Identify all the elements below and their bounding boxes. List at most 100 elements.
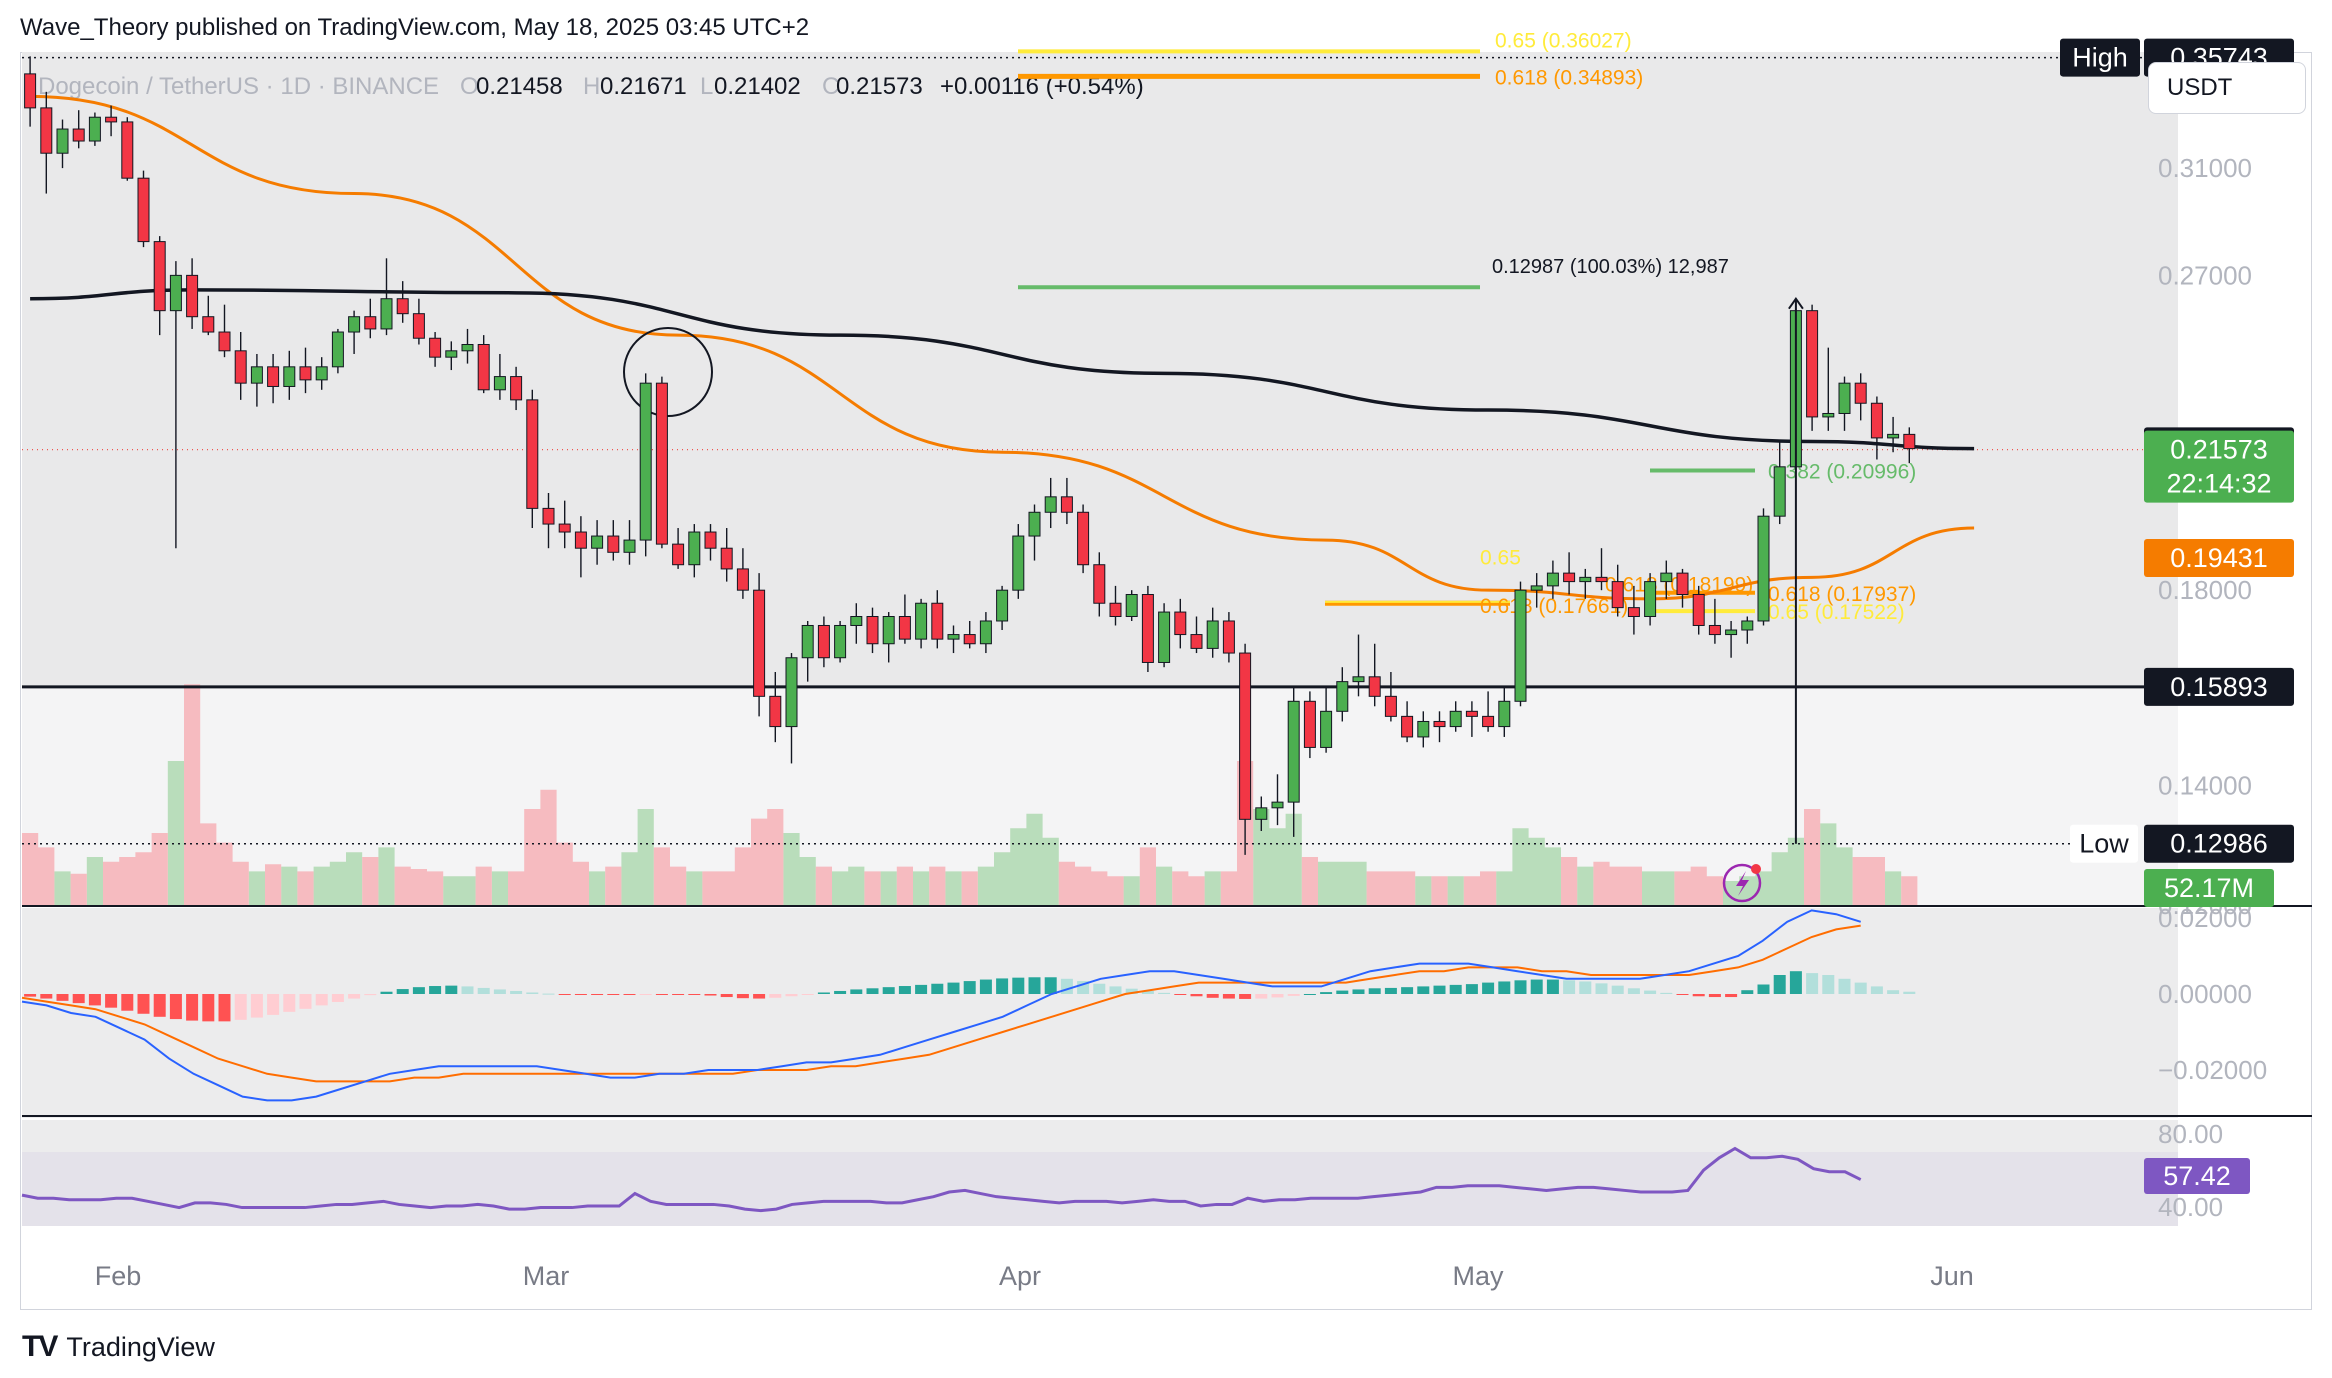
macd-histogram-bar [1336,990,1349,994]
candle [801,620,814,682]
price-tick: 0.14000 [2158,770,2252,800]
high-tag-bg [2060,38,2140,77]
candle-body [1854,382,1867,404]
candle [1433,711,1446,743]
legend-open: 0.21458 [476,73,563,100]
macd-histogram-bar [1838,978,1851,994]
low-tag-text: Low [2079,829,2129,859]
macd-histogram-bar [996,978,1009,994]
candle [639,373,652,557]
macd-histogram-bar [1222,994,1235,999]
candle [1449,701,1462,732]
candle-body [202,316,215,333]
candle [542,493,555,549]
price-tick: 0.31000 [2158,153,2252,183]
legend-h-label: H [583,73,600,100]
candle-body [1109,602,1122,618]
rsi-value-tag: 57.42 [2144,1158,2250,1194]
macd-tick: −0.02000 [2158,1055,2267,1085]
candle-body [40,107,53,154]
candle [1028,504,1041,561]
candle-body [364,316,377,330]
candle [1158,603,1171,668]
candle-body [1287,700,1300,803]
macd-histogram-bar [1725,994,1738,998]
low-value-tag-bg [2144,824,2294,863]
macd-histogram-bar [380,991,393,994]
candle-body [1676,572,1689,596]
macd-histogram-bar [558,994,571,995]
high-tag-text: High [2072,43,2128,73]
macd-histogram-bar [1854,982,1867,994]
candle [1773,441,1786,525]
candle [445,341,458,371]
candle [1741,616,1754,644]
candle-body [947,634,960,640]
macd-histogram-bar [88,994,101,1006]
lightning-icon [1722,863,1762,903]
fib-label: 0.65 (0.17522) [1768,601,1905,624]
currency-button[interactable]: USDT [2148,62,2306,114]
low-value-tag-text: 0.12986 [2170,829,2268,859]
fib-label: 0.618 (0.17937) [1768,583,1916,606]
candle [364,298,377,339]
candle-body [1320,710,1333,748]
macd-histogram-bar [591,994,604,995]
macd-histogram-bar [785,994,798,997]
candle-body [1530,585,1543,591]
candle-body [1449,710,1462,728]
macd-histogram-bar [574,994,587,995]
volume-down-bars [22,684,1918,905]
candle-body [1368,676,1381,697]
macd-histogram-bar [607,994,620,995]
macd-histogram-bar [218,994,231,1022]
candle-body [1271,801,1284,809]
candle [234,332,247,400]
candle [979,612,992,654]
macd-histogram-bar [1627,988,1640,994]
candle [1125,590,1138,621]
candle-body [1773,466,1786,517]
candle-body [898,616,911,640]
macd-histogram-bar [1271,994,1284,998]
macd-histogram-bar [639,994,652,995]
macd-histogram-bar [1903,991,1916,994]
macd-line [21,909,1861,1102]
candle-body [542,507,555,525]
candle [1854,373,1867,421]
macd-histogram-bar [412,987,425,994]
candle [267,353,280,404]
macd-histogram-bar [1287,994,1300,996]
candle-body [623,539,636,553]
support-value-tag-text: 0.15893 [2170,672,2268,702]
candle [591,520,604,565]
macd-histogram-bar [1595,983,1608,994]
candle-body [1384,695,1397,717]
candle-body [510,376,523,401]
macd-histogram-bar [1012,977,1025,994]
rsi-value-bg [2144,1158,2250,1194]
candle [1206,607,1219,658]
rsi-tick: 40.00 [2158,1192,2223,1222]
candle [1352,634,1365,697]
candle-body [915,602,928,640]
candle-body [218,331,231,352]
macd-histogram-bar [396,989,409,994]
candle [40,91,53,194]
sma-line [30,288,1975,451]
candle-body [105,116,118,123]
candle [623,520,636,565]
candle-body [169,274,182,312]
candle-body [1417,720,1430,738]
candle [1498,686,1511,737]
macd-histogram-bar [461,986,474,994]
candle [1141,585,1154,672]
candle-body [801,624,814,659]
macd-histogram-bar [1676,994,1689,995]
candle-body [526,399,539,509]
candle [105,105,118,137]
tradingview-footer[interactable]: TV TradingView [22,1330,215,1364]
candle [186,258,199,329]
candle [1611,564,1624,617]
